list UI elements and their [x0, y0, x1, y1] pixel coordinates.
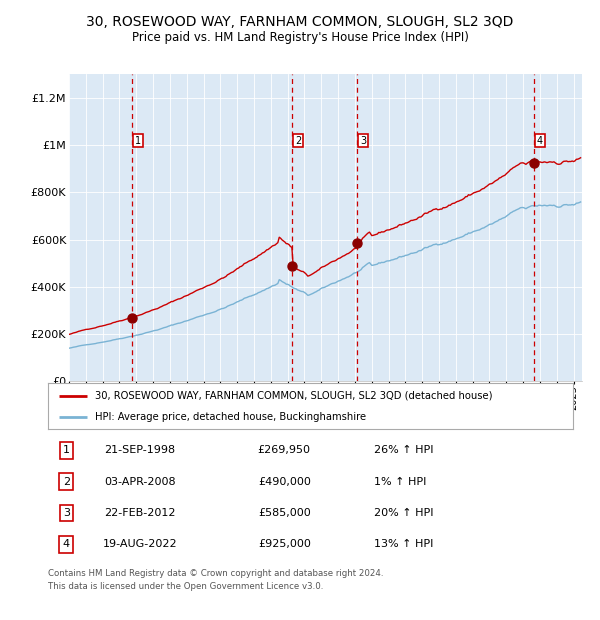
Text: 03-APR-2008: 03-APR-2008 — [104, 477, 176, 487]
Text: £585,000: £585,000 — [258, 508, 311, 518]
Text: 21-SEP-1998: 21-SEP-1998 — [104, 445, 175, 455]
Text: 20% ↑ HPI: 20% ↑ HPI — [373, 508, 433, 518]
Text: 1: 1 — [134, 136, 141, 146]
Text: 1: 1 — [63, 445, 70, 455]
Text: HPI: Average price, detached house, Buckinghamshire: HPI: Average price, detached house, Buck… — [95, 412, 367, 422]
Text: 4: 4 — [537, 136, 543, 146]
Text: £490,000: £490,000 — [258, 477, 311, 487]
Text: 1% ↑ HPI: 1% ↑ HPI — [373, 477, 426, 487]
Text: Price paid vs. HM Land Registry's House Price Index (HPI): Price paid vs. HM Land Registry's House … — [131, 31, 469, 44]
Text: £925,000: £925,000 — [258, 539, 311, 549]
Text: £269,950: £269,950 — [258, 445, 311, 455]
Text: 2: 2 — [63, 477, 70, 487]
Text: 2: 2 — [295, 136, 301, 146]
Text: 30, ROSEWOOD WAY, FARNHAM COMMON, SLOUGH, SL2 3QD (detached house): 30, ROSEWOOD WAY, FARNHAM COMMON, SLOUGH… — [95, 391, 493, 401]
Text: 3: 3 — [63, 508, 70, 518]
Text: 30, ROSEWOOD WAY, FARNHAM COMMON, SLOUGH, SL2 3QD: 30, ROSEWOOD WAY, FARNHAM COMMON, SLOUGH… — [86, 16, 514, 30]
Text: 3: 3 — [361, 136, 367, 146]
Text: 26% ↑ HPI: 26% ↑ HPI — [373, 445, 433, 455]
Text: 13% ↑ HPI: 13% ↑ HPI — [373, 539, 433, 549]
Text: Contains HM Land Registry data © Crown copyright and database right 2024.
This d: Contains HM Land Registry data © Crown c… — [48, 569, 383, 591]
Text: 19-AUG-2022: 19-AUG-2022 — [103, 539, 177, 549]
Text: 22-FEB-2012: 22-FEB-2012 — [104, 508, 176, 518]
Text: 4: 4 — [63, 539, 70, 549]
